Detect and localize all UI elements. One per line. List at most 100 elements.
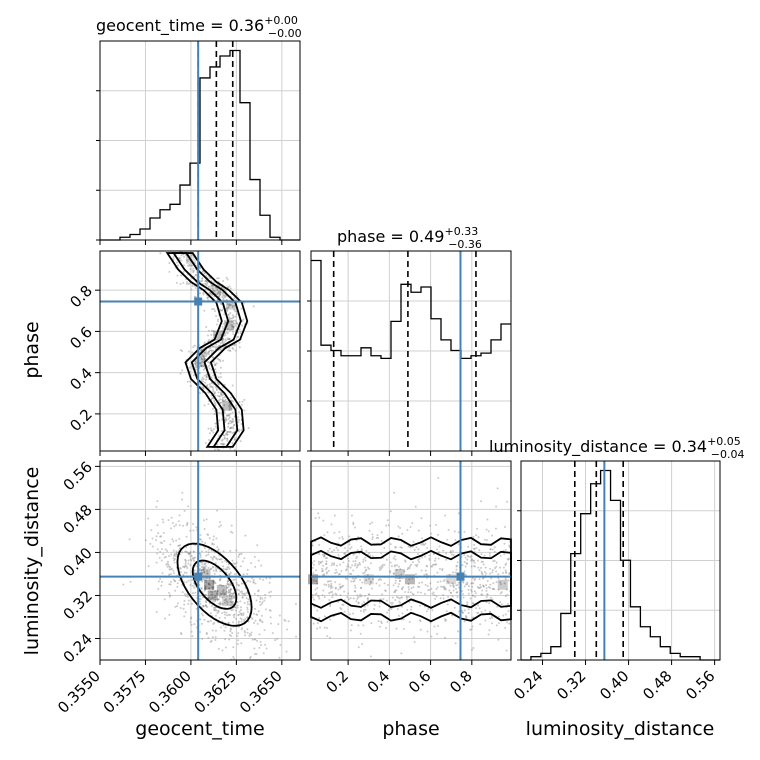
sample-point [400, 596, 403, 599]
sample-point [191, 635, 194, 638]
sample-point [368, 593, 371, 596]
sample-point [218, 395, 221, 398]
sample-point [341, 585, 344, 588]
sample-point [349, 572, 352, 575]
sample-point [463, 530, 466, 533]
sample-point [210, 285, 213, 288]
sample-point [368, 529, 371, 532]
sample-point [242, 612, 245, 615]
sample-point [174, 580, 177, 583]
sample-point [318, 616, 321, 619]
sample-point [342, 561, 345, 564]
sample-point [181, 491, 184, 494]
sample-point [204, 579, 207, 582]
sample-point [204, 542, 207, 545]
sample-point [206, 281, 209, 284]
sample-point [202, 388, 205, 391]
sample-point [485, 528, 488, 531]
sample-point [183, 566, 186, 569]
sample-point [226, 328, 229, 331]
sample-point [240, 403, 243, 406]
sample-point [437, 625, 440, 628]
sample-point [467, 612, 470, 615]
sample-point [232, 595, 235, 598]
sample-point [201, 376, 204, 379]
sample-point [228, 430, 231, 433]
sample-point [227, 585, 230, 588]
sample-point [260, 602, 263, 605]
sample-point [213, 345, 216, 348]
sample-point [442, 597, 445, 600]
sample-point [203, 562, 206, 565]
sample-point [499, 566, 502, 569]
sample-point [474, 577, 477, 580]
sample-point [246, 572, 249, 575]
sample-point [348, 543, 351, 546]
sample-point [192, 529, 195, 532]
sample-point [203, 309, 206, 312]
sample-point [183, 571, 186, 574]
sample-point [191, 269, 194, 272]
sample-point [269, 595, 272, 598]
sample-point [395, 568, 398, 571]
sample-point [219, 603, 222, 606]
sample-point [225, 307, 228, 310]
sample-point [224, 339, 227, 342]
sample-point [473, 543, 476, 546]
sample-point [399, 601, 402, 604]
sample-point [424, 583, 427, 586]
sample-point [418, 557, 421, 560]
sample-point [435, 524, 438, 527]
sample-point [371, 555, 374, 558]
sample-point [160, 559, 163, 562]
sample-point [457, 581, 460, 584]
sample-point [457, 630, 460, 633]
sample-point [253, 652, 256, 655]
sample-point [169, 568, 172, 571]
sample-point [219, 342, 222, 345]
sample-point [465, 562, 468, 565]
sample-point [335, 568, 338, 571]
sample-point [228, 638, 231, 641]
sample-point [470, 582, 473, 585]
sample-point [485, 589, 488, 592]
sample-point [200, 565, 203, 568]
sample-point [444, 587, 447, 590]
sample-point [214, 368, 217, 371]
sample-point [212, 538, 215, 541]
sample-point [218, 616, 221, 619]
sample-point [199, 556, 202, 559]
sample-point [205, 581, 208, 584]
sample-point [246, 606, 249, 609]
sample-point [336, 549, 339, 552]
sample-point [228, 285, 231, 288]
sample-point [489, 572, 492, 575]
sample-point [228, 597, 231, 600]
sample-point [454, 642, 457, 645]
sample-point [206, 606, 209, 609]
sample-point [265, 577, 268, 580]
sample-point [238, 411, 241, 414]
sample-point [363, 571, 366, 574]
sample-point [466, 562, 469, 565]
sample-point [383, 563, 386, 566]
sample-point [454, 539, 457, 542]
sample-point [229, 627, 232, 630]
sample-point [219, 570, 222, 573]
sample-point [484, 566, 487, 569]
sample-point [438, 545, 441, 548]
sample-point [399, 546, 402, 549]
sample-point [426, 585, 429, 588]
sample-point [157, 588, 160, 591]
sample-point [250, 631, 253, 634]
sample-point [185, 546, 188, 549]
sample-point [200, 357, 203, 360]
sample-point [312, 563, 315, 566]
sample-point [463, 560, 466, 563]
sample-point [222, 550, 225, 553]
sample-point [155, 535, 158, 538]
sample-point [234, 578, 237, 581]
sample-point [193, 623, 196, 626]
sample-point [223, 399, 226, 402]
sample-point [487, 633, 490, 636]
